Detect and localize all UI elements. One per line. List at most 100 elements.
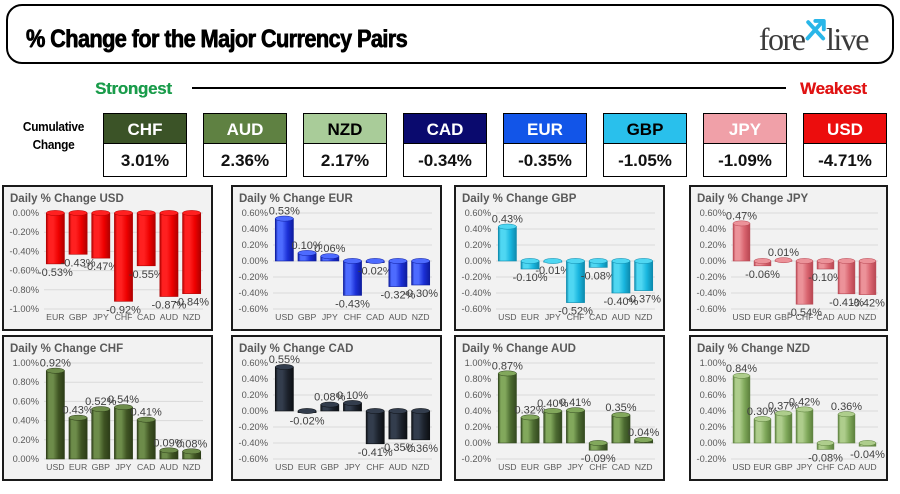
svg-text:NZD: NZD bbox=[635, 312, 653, 322]
svg-text:-0.20%: -0.20% bbox=[697, 454, 726, 464]
svg-text:0.00%: 0.00% bbox=[700, 256, 726, 266]
svg-text:CAD: CAD bbox=[137, 312, 155, 322]
svg-text:0.40%: 0.40% bbox=[700, 224, 726, 234]
svg-text:0.00%: 0.00% bbox=[465, 438, 491, 448]
svg-text:0.80%: 0.80% bbox=[465, 374, 491, 384]
svg-text:EUR: EUR bbox=[753, 312, 771, 322]
svg-text:EUR: EUR bbox=[298, 462, 316, 472]
svg-text:AUD: AUD bbox=[160, 462, 178, 472]
svg-text:NZD: NZD bbox=[859, 312, 877, 322]
svg-text:-0.80%: -0.80% bbox=[10, 285, 39, 295]
svg-text:-0.60%: -0.60% bbox=[462, 304, 491, 314]
svg-text:0.00%: 0.00% bbox=[700, 438, 726, 448]
svg-text:-0.30%: -0.30% bbox=[403, 288, 438, 300]
svg-text:Daily % Change NZD: Daily % Change NZD bbox=[697, 343, 810, 355]
svg-text:0.60%: 0.60% bbox=[242, 358, 268, 368]
svg-text:0.41%: 0.41% bbox=[131, 407, 162, 419]
svg-text:0.08%: 0.08% bbox=[176, 438, 207, 450]
svg-text:-0.20%: -0.20% bbox=[462, 454, 491, 464]
svg-text:GBP: GBP bbox=[774, 462, 793, 472]
svg-text:CAD: CAD bbox=[837, 462, 855, 472]
svg-text:USD: USD bbox=[275, 312, 293, 322]
svg-text:0.60%: 0.60% bbox=[465, 390, 491, 400]
svg-text:AUD: AUD bbox=[389, 312, 407, 322]
svg-text:0.87%: 0.87% bbox=[492, 360, 523, 372]
svg-text:0.00%: 0.00% bbox=[242, 406, 268, 416]
svg-text:AUD: AUD bbox=[160, 312, 178, 322]
svg-text:0.20%: 0.20% bbox=[242, 390, 268, 400]
svg-text:Daily % Change CHF: Daily % Change CHF bbox=[10, 343, 123, 355]
svg-text:CHF: CHF bbox=[796, 312, 814, 322]
svg-text:GBP: GBP bbox=[321, 462, 340, 472]
svg-text:0.43%: 0.43% bbox=[492, 214, 523, 226]
svg-text:0.60%: 0.60% bbox=[465, 208, 491, 218]
svg-text:0.04%: 0.04% bbox=[628, 427, 659, 439]
svg-text:0.06%: 0.06% bbox=[314, 243, 345, 255]
svg-text:0.36%: 0.36% bbox=[831, 401, 862, 413]
svg-text:-0.08%: -0.08% bbox=[581, 270, 616, 282]
svg-text:0.20%: 0.20% bbox=[465, 240, 491, 250]
svg-text:-0.20%: -0.20% bbox=[697, 272, 726, 282]
svg-text:-0.40%: -0.40% bbox=[10, 246, 39, 256]
svg-text:0.40%: 0.40% bbox=[465, 224, 491, 234]
svg-text:JPY: JPY bbox=[116, 462, 132, 472]
svg-text:USD: USD bbox=[732, 312, 750, 322]
svg-text:0.00%: 0.00% bbox=[13, 454, 39, 464]
svg-text:-0.02%: -0.02% bbox=[290, 416, 325, 428]
svg-text:0.47%: 0.47% bbox=[726, 210, 757, 222]
svg-text:-0.60%: -0.60% bbox=[10, 266, 39, 276]
svg-text:NZD: NZD bbox=[635, 462, 653, 472]
svg-text:-1.00%: -1.00% bbox=[10, 304, 39, 314]
svg-text:-0.43%: -0.43% bbox=[335, 298, 370, 310]
svg-text:CHF: CHF bbox=[589, 462, 607, 472]
svg-text:-0.02%: -0.02% bbox=[358, 266, 393, 278]
svg-text:NZD: NZD bbox=[183, 462, 201, 472]
svg-text:NZD: NZD bbox=[412, 312, 430, 322]
svg-text:0.20%: 0.20% bbox=[242, 240, 268, 250]
svg-text:-0.47%: -0.47% bbox=[83, 261, 118, 273]
svg-text:-0.20%: -0.20% bbox=[10, 227, 39, 237]
svg-text:AUD: AUD bbox=[389, 462, 407, 472]
svg-text:CHF: CHF bbox=[115, 312, 133, 322]
svg-text:-0.20%: -0.20% bbox=[462, 272, 491, 282]
svg-text:AUD: AUD bbox=[612, 312, 630, 322]
svg-text:USD: USD bbox=[46, 462, 64, 472]
svg-text:-0.01%: -0.01% bbox=[535, 265, 570, 277]
svg-text:-0.40%: -0.40% bbox=[697, 288, 726, 298]
svg-text:0.60%: 0.60% bbox=[700, 390, 726, 400]
svg-text:CAD: CAD bbox=[589, 312, 607, 322]
svg-text:CHF: CHF bbox=[344, 312, 362, 322]
svg-text:0.40%: 0.40% bbox=[465, 406, 491, 416]
svg-text:EUR: EUR bbox=[69, 462, 87, 472]
svg-text:NZD: NZD bbox=[183, 312, 201, 322]
svg-text:AUD: AUD bbox=[837, 312, 855, 322]
svg-text:Daily % Change GBP: Daily % Change GBP bbox=[462, 193, 577, 205]
svg-text:0.00%: 0.00% bbox=[242, 256, 268, 266]
svg-text:EUR: EUR bbox=[46, 312, 64, 322]
svg-text:0.01%: 0.01% bbox=[768, 247, 799, 259]
svg-text:GBP: GBP bbox=[298, 312, 317, 322]
svg-text:GBP: GBP bbox=[92, 462, 111, 472]
svg-text:USD: USD bbox=[732, 462, 750, 472]
svg-text:0.84%: 0.84% bbox=[726, 363, 757, 375]
svg-text:0.80%: 0.80% bbox=[13, 377, 39, 387]
svg-text:0.92%: 0.92% bbox=[40, 358, 71, 370]
svg-text:JPY: JPY bbox=[345, 462, 361, 472]
svg-text:1.00%: 1.00% bbox=[13, 358, 39, 368]
svg-text:GBP: GBP bbox=[544, 462, 563, 472]
svg-text:0.41%: 0.41% bbox=[560, 397, 591, 409]
svg-text:1.00%: 1.00% bbox=[465, 358, 491, 368]
svg-text:NZD: NZD bbox=[412, 462, 430, 472]
svg-text:-0.42%: -0.42% bbox=[850, 298, 885, 310]
svg-text:AUD: AUD bbox=[858, 462, 876, 472]
svg-text:-0.60%: -0.60% bbox=[697, 304, 726, 314]
svg-text:Daily % Change CAD: Daily % Change CAD bbox=[239, 343, 353, 355]
svg-text:USD: USD bbox=[498, 462, 516, 472]
svg-text:CAD: CAD bbox=[816, 312, 834, 322]
svg-text:EUR: EUR bbox=[521, 462, 539, 472]
svg-text:1.00%: 1.00% bbox=[700, 358, 726, 368]
svg-text:0.60%: 0.60% bbox=[700, 208, 726, 218]
svg-text:0.40%: 0.40% bbox=[242, 374, 268, 384]
svg-text:0.60%: 0.60% bbox=[13, 396, 39, 406]
svg-text:-0.20%: -0.20% bbox=[239, 272, 268, 282]
